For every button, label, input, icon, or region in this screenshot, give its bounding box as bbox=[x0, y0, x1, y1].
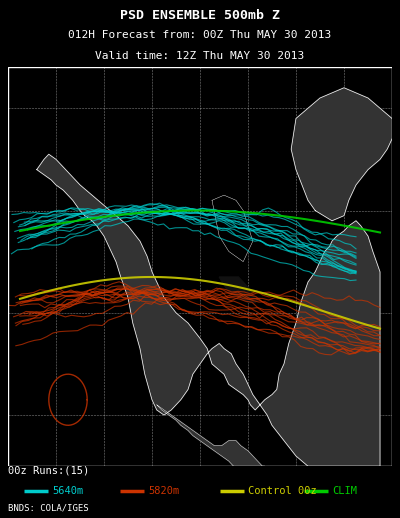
Text: 00z Runs:(15): 00z Runs:(15) bbox=[8, 466, 89, 476]
Polygon shape bbox=[219, 277, 260, 303]
Polygon shape bbox=[291, 88, 397, 221]
Text: Valid time: 12Z Thu MAY 30 2013: Valid time: 12Z Thu MAY 30 2013 bbox=[95, 51, 305, 61]
Text: 5820m: 5820m bbox=[148, 486, 179, 496]
Text: 012H Forecast from: 00Z Thu MAY 30 2013: 012H Forecast from: 00Z Thu MAY 30 2013 bbox=[68, 30, 332, 40]
Text: Control 00z: Control 00z bbox=[248, 486, 317, 496]
Polygon shape bbox=[157, 405, 265, 466]
Text: 5640m: 5640m bbox=[52, 486, 83, 496]
Polygon shape bbox=[37, 154, 380, 466]
Polygon shape bbox=[212, 195, 253, 262]
Text: CLIM: CLIM bbox=[332, 486, 357, 496]
Text: PSD ENSEMBLE 500mb Z: PSD ENSEMBLE 500mb Z bbox=[120, 9, 280, 22]
Text: BNDS: COLA/IGES: BNDS: COLA/IGES bbox=[8, 503, 89, 512]
